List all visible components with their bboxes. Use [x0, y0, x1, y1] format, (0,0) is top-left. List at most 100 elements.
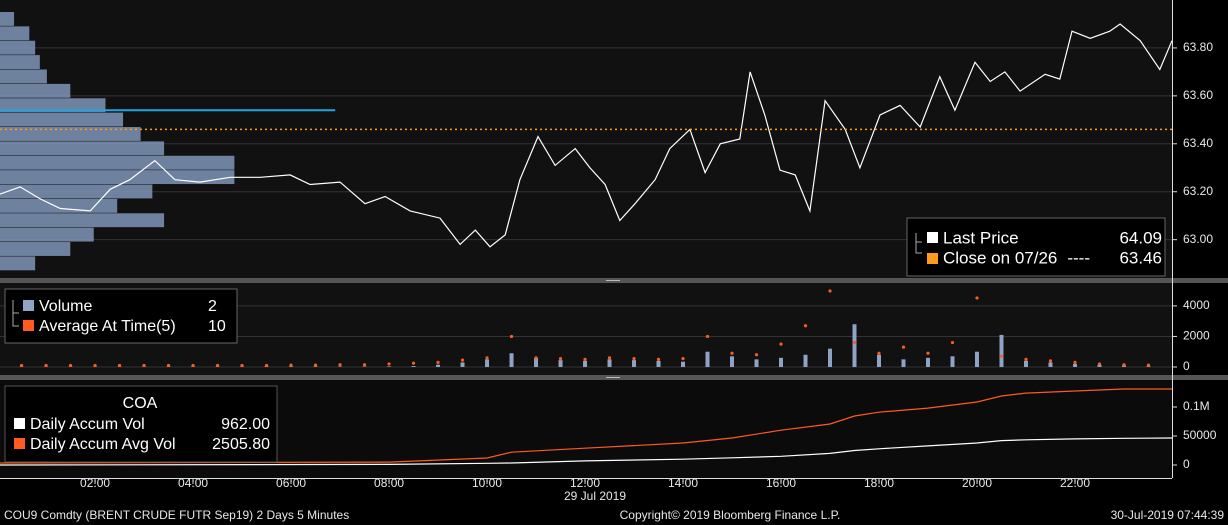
volume-bar: [803, 354, 808, 367]
y-tick-label: 63.60: [1183, 88, 1213, 102]
profile-bar: [0, 242, 71, 256]
legend-swatch: [927, 232, 938, 243]
average-dot: [68, 363, 73, 368]
profile-bar: [0, 256, 36, 271]
y-tick-label: 0.1M: [1183, 399, 1210, 413]
y-tick-label: 2000: [1183, 329, 1210, 343]
average-dot: [607, 356, 612, 360]
average-dot: [93, 363, 97, 368]
x-tick-label: 04:00: [178, 476, 208, 490]
legend-label: Daily Accum Vol: [30, 416, 145, 433]
average-dot: [338, 363, 342, 367]
average-dot: [142, 363, 146, 368]
legend-value: 962.00: [221, 416, 270, 433]
average-dot: [485, 356, 489, 360]
volume-bar: [485, 359, 490, 367]
series-line: [0, 388, 1172, 464]
average-dot: [803, 324, 808, 328]
average-dot: [362, 363, 367, 367]
footer-security: COU9 Comdty (BRENT CRUDE FUTR Sep19) 2 D…: [4, 508, 349, 522]
x-date-label: 29 Jul 2019: [564, 489, 626, 503]
volume-bar: [1048, 362, 1053, 367]
profile-bar: [0, 40, 36, 55]
volume-bar: [901, 359, 906, 367]
average-dot: [411, 361, 416, 365]
average-dot: [436, 360, 440, 365]
legend-value: 2505.80: [212, 436, 270, 453]
average-dot: [44, 363, 48, 368]
average-dot: [1048, 359, 1053, 363]
average-dot: [1024, 357, 1028, 361]
volume-bar: [779, 357, 784, 367]
average-dot: [852, 340, 857, 345]
profile-bar: [0, 155, 235, 170]
volume-bar: [754, 359, 759, 367]
volume-bar: [387, 366, 392, 367]
legend-swatch: [14, 418, 25, 429]
volume-bar: [509, 353, 514, 367]
profile-bar: [0, 227, 94, 242]
y-tick-label: 63.40: [1183, 136, 1213, 150]
profile-bar: [0, 83, 71, 98]
average-dot: [1097, 362, 1102, 366]
legend-label: Last Price: [943, 228, 1019, 247]
average-dot: [950, 340, 955, 345]
volume-bar: [411, 366, 416, 367]
average-dot: [975, 296, 979, 300]
legend-value: 10: [208, 318, 226, 335]
volume-bar: [950, 356, 955, 367]
average-dot: [754, 353, 759, 357]
average-dot: [901, 345, 906, 349]
legend-dashes: ----: [1067, 248, 1090, 267]
profile-bar: [0, 11, 15, 26]
volume-bar: [999, 334, 1004, 367]
volume-bar: [607, 359, 612, 367]
average-dot: [19, 363, 24, 368]
profile-bar: [0, 198, 118, 213]
legend-icon: [12, 300, 19, 327]
average-dot: [705, 334, 710, 339]
profile-bar: [0, 26, 30, 41]
average-dot: [583, 357, 587, 361]
profile-bar: [0, 127, 141, 141]
legend-title: COA: [123, 395, 158, 412]
footer-copyright: Copyright© 2019 Bloomberg Finance L.P.: [620, 508, 841, 522]
average-dot: [779, 342, 783, 346]
volume-bar: [534, 357, 539, 367]
x-tick-label: 06:00: [276, 476, 306, 490]
volume-bar: [925, 357, 930, 367]
series-line: [0, 437, 1173, 466]
volume-bar: [632, 360, 637, 367]
legends: Last Price 64.09 Close on 07/26 ---- 63.…: [4, 217, 1166, 463]
legend-value: 63.46: [1119, 248, 1162, 267]
legend-box: [4, 288, 238, 344]
legend-value: 64.09: [1119, 228, 1162, 247]
legend-swatch: [927, 253, 938, 264]
series-line: [0, 23, 1173, 248]
average-dot: [264, 363, 269, 368]
average-dot: [1073, 360, 1077, 365]
profile-bar: [0, 98, 106, 113]
y-tick-label: 50000: [1183, 428, 1217, 442]
volume-bar: [1023, 360, 1028, 367]
legend-label: Close on 07/26: [943, 248, 1057, 267]
average-dot: [215, 363, 220, 368]
average-dot: [460, 358, 465, 362]
x-tick-label: 12:00: [570, 476, 600, 490]
average-dot: [166, 363, 171, 368]
average-dot: [509, 334, 514, 339]
x-tick-label: 10:00: [472, 476, 502, 490]
volume-bar: [656, 360, 661, 367]
y-tick-label: 0: [1183, 359, 1190, 373]
profile-bar: [0, 184, 153, 199]
average-dot: [534, 356, 538, 360]
average-dot: [999, 354, 1004, 358]
profile-bar: [0, 69, 47, 84]
legend-label: Average At Time(5): [39, 318, 176, 335]
volume-bar: [1097, 364, 1102, 367]
footer-timestamp: 30-Jul-2019 07:44:39: [1111, 508, 1225, 522]
x-tick-label: 08:00: [374, 476, 404, 490]
average-dot: [1146, 363, 1151, 367]
average-dot: [656, 357, 661, 361]
